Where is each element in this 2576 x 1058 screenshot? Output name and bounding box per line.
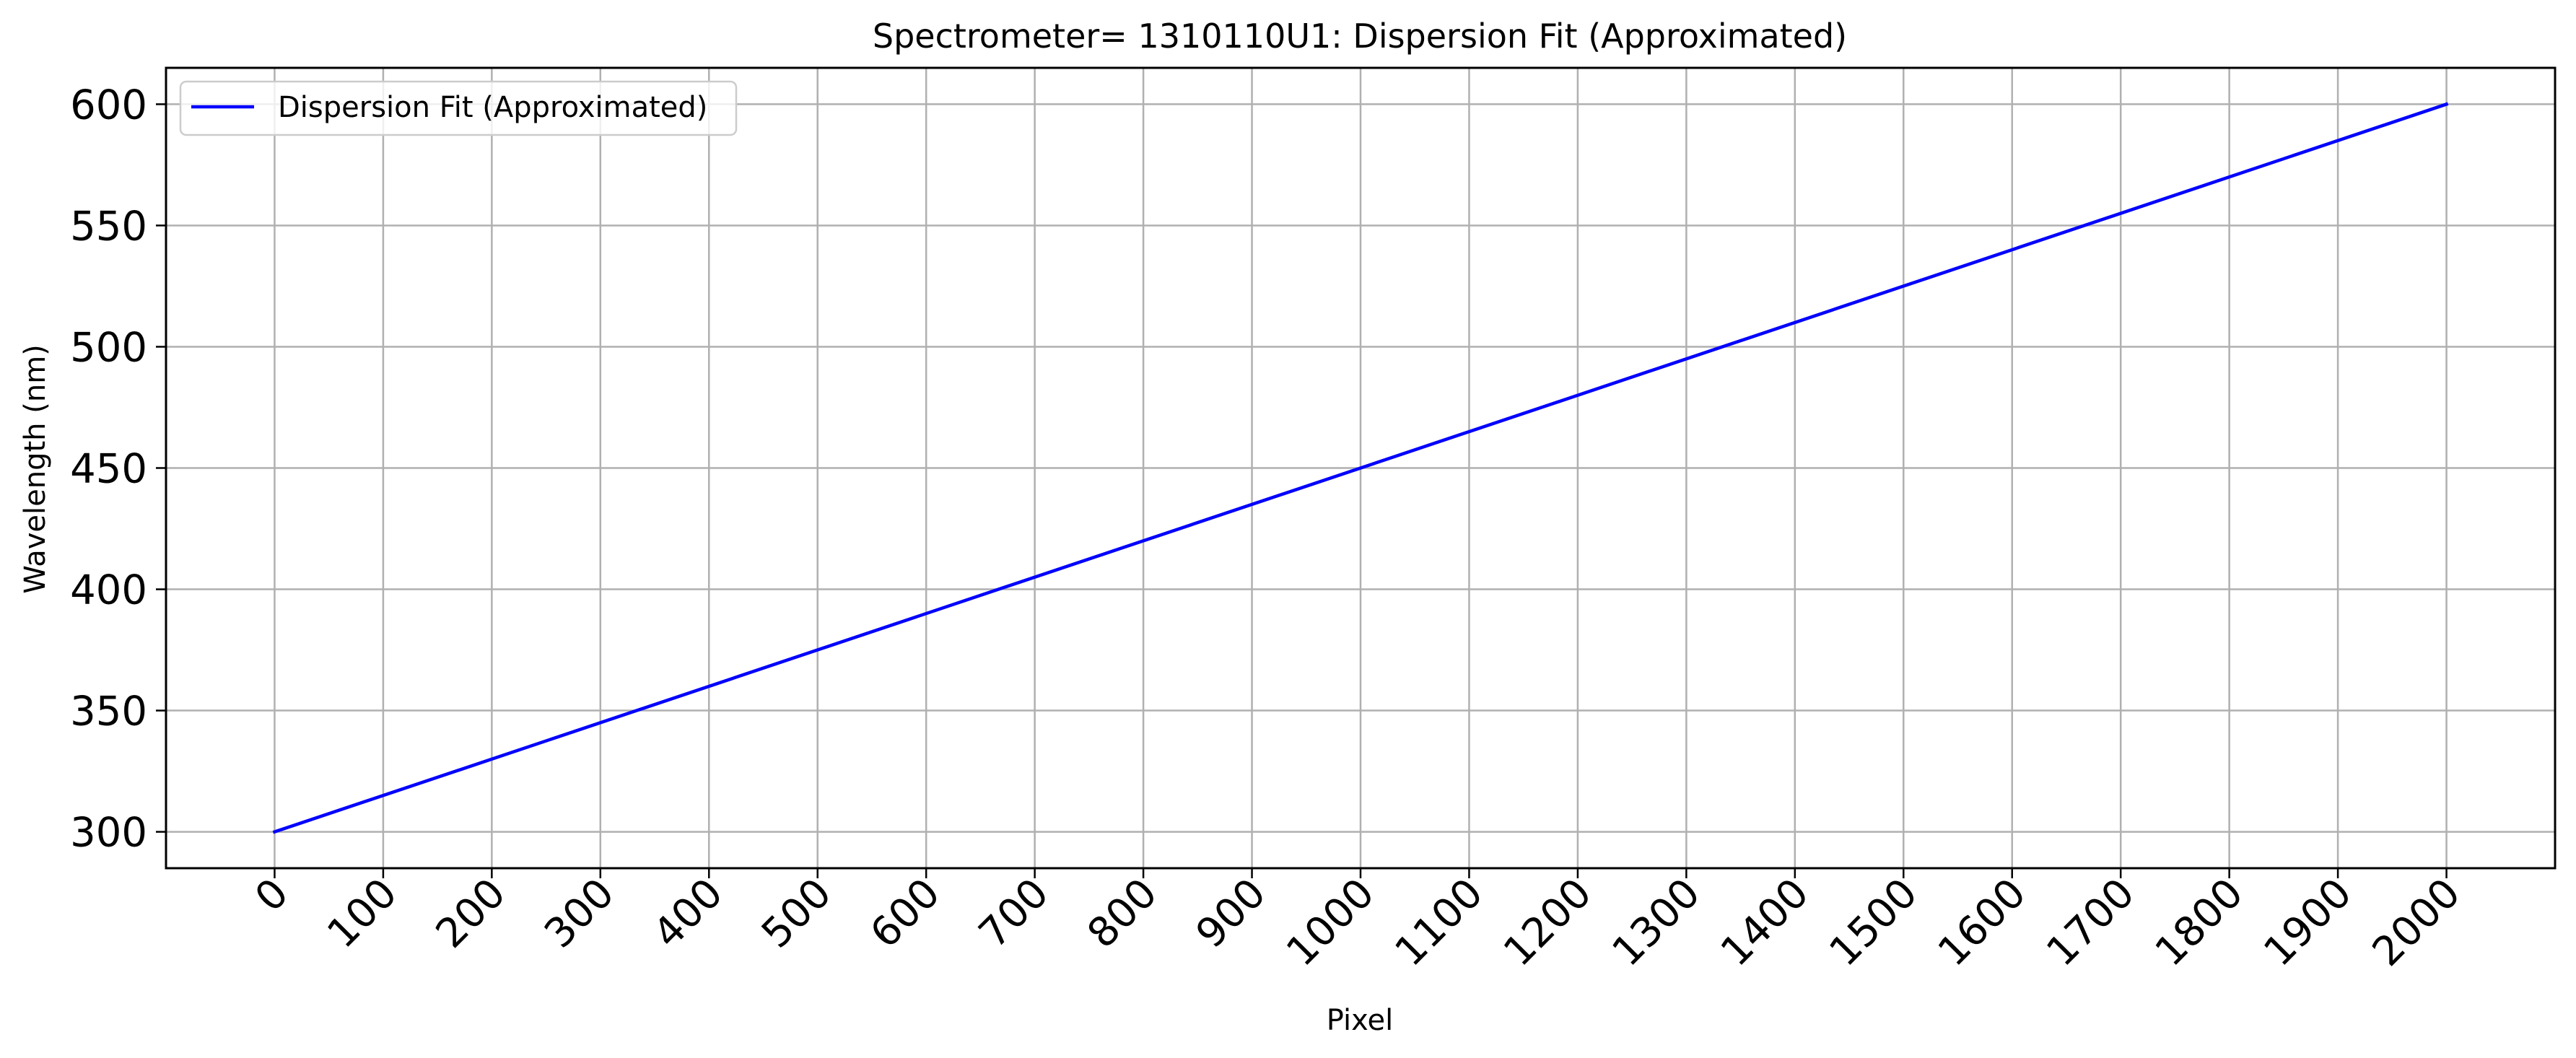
series-line (272, 102, 2449, 834)
y-tick-label: 300 (70, 810, 147, 857)
legend: Dispersion Fit (Approximated) (179, 80, 738, 136)
y-tick-label: 600 (70, 82, 147, 128)
series-layer (272, 102, 2449, 834)
y-tick-label: 400 (70, 567, 147, 614)
y-axis-ticks: 300 350 400 450 500 550 600 (70, 82, 166, 857)
y-tick-label: 450 (70, 446, 147, 493)
y-tick-label: 350 (70, 688, 147, 735)
y-tick-label: 500 (70, 324, 147, 371)
legend-label: Dispersion Fit (Approximated) (278, 91, 707, 124)
x-axis-label: Pixel (1327, 1004, 1394, 1037)
legend-box (179, 80, 738, 136)
chart-title: Spectrometer= 1310110U1: Dispersion Fit … (873, 17, 1847, 56)
y-tick-label: 550 (70, 203, 147, 250)
y-axis-label: Wavelength (nm) (19, 344, 52, 594)
